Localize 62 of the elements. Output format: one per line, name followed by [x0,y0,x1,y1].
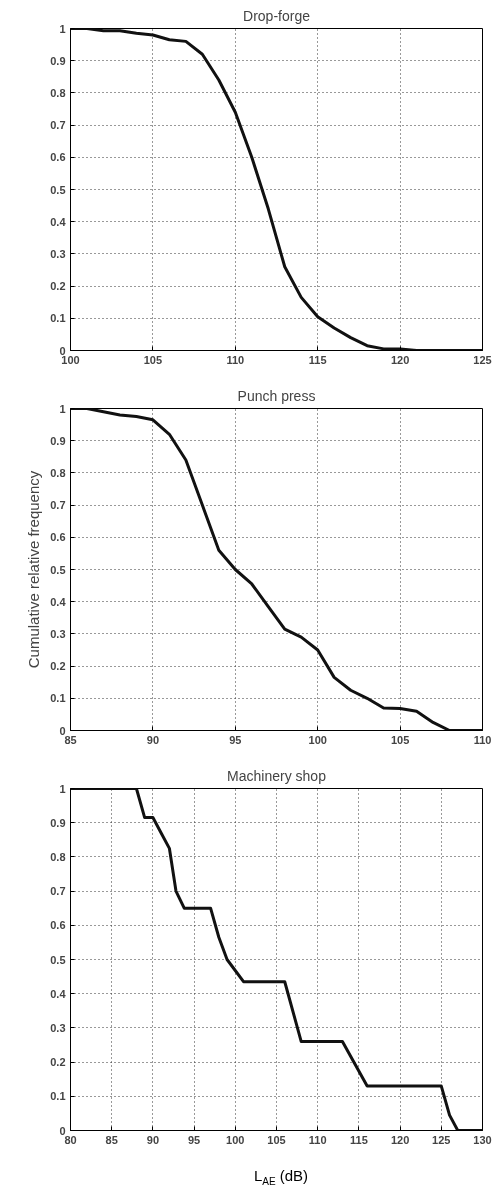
x-tick-label: 90 [146,733,160,746]
y-tick-label: 0.6 [50,919,66,932]
y-tick-label: 0.4 [50,987,67,1000]
x-tick-label: 95 [229,733,242,746]
y-tick-label: 0.3 [50,247,66,260]
y-tick-label: 0.7 [50,499,66,512]
x-tick-label: 85 [105,1133,118,1146]
x-tick-label: 100 [308,733,327,746]
y-tick-label: 0.2 [50,1056,66,1069]
y-tick-label: 0.7 [50,885,66,898]
chart-title: Drop-forge [243,7,311,24]
y-tick-label: 0.8 [50,86,66,99]
line-series [70,788,483,1131]
y-tick-label: 0.1 [50,692,66,705]
y-tick-label: 0.6 [50,531,66,544]
y-tick-label: 0.5 [50,563,66,576]
x-tick-label: 80 [64,1133,77,1146]
x-tick-label: 105 [143,353,163,366]
y-tick-label: 0 [59,1124,66,1137]
x-tick-label: 110 [473,733,492,746]
y-tick-label: 0.5 [50,953,66,966]
y-tick-label: 0.1 [50,1090,66,1103]
x-tick-label: 85 [64,733,77,746]
y-tick-label: 0.3 [50,1021,66,1034]
x-tick-label: 90 [146,1133,160,1146]
x-tick-label: 110 [226,353,245,366]
x-tick-label: 115 [350,1133,368,1146]
y-tick-label: 0.8 [50,466,66,479]
y-tick-label: 1 [59,782,66,795]
y-tick-label: 1 [59,22,66,35]
line-series [70,408,483,731]
line-series [70,28,483,351]
y-tick-label: 0.2 [50,660,66,673]
y-tick-label: 0.7 [50,119,66,132]
y-tick-label: 0.8 [50,850,66,863]
y-tick-label: 0.1 [50,312,66,325]
y-tick-label: 0.4 [50,215,67,228]
chart-title: Machinery shop [227,767,327,784]
y-tick-label: 0.9 [50,54,66,67]
y-tick-label: 1 [59,402,66,415]
chart-title: Punch press [237,387,316,404]
y-tick-label: 0.5 [50,183,66,196]
y-tick-label: 0.4 [50,595,67,608]
x-tick-label: 110 [308,1133,327,1146]
x-tick-label: 115 [308,353,327,366]
y-tick-label: 0.2 [50,280,66,293]
x-tick-label: 130 [473,1133,492,1146]
x-tick-label: 105 [267,1133,286,1146]
x-tick-label: 105 [390,733,410,746]
x-tick-label: 100 [226,1133,245,1146]
y-tick-label: 0.6 [50,151,66,164]
y-axis-title: Cumulative relative frequency [25,470,43,669]
y-tick-label: 0.9 [50,434,66,447]
x-tick-label: 95 [187,1133,201,1146]
x-tick-label: 125 [432,1133,451,1146]
x-tick-label: 120 [390,1133,410,1146]
x-tick-label: 125 [473,353,492,366]
y-tick-label: 0.9 [50,816,66,829]
x-tick-label: 120 [390,353,410,366]
y-tick-label: 0 [59,724,66,737]
x-axis-title: L$_{AE}$ (dB) [252,1166,310,1189]
y-tick-label: 0.3 [50,627,66,640]
